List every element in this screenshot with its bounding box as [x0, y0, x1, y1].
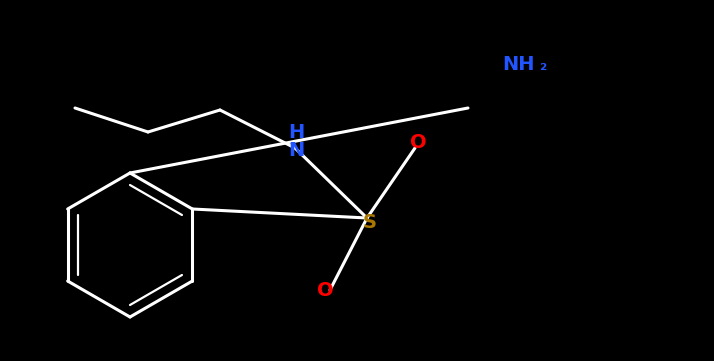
Text: N: N [288, 142, 304, 161]
Text: ₂: ₂ [539, 56, 546, 74]
Text: NH: NH [503, 56, 535, 74]
Text: H: H [288, 123, 304, 143]
Text: O: O [317, 280, 333, 300]
Text: S: S [363, 213, 377, 231]
Text: O: O [410, 134, 426, 152]
